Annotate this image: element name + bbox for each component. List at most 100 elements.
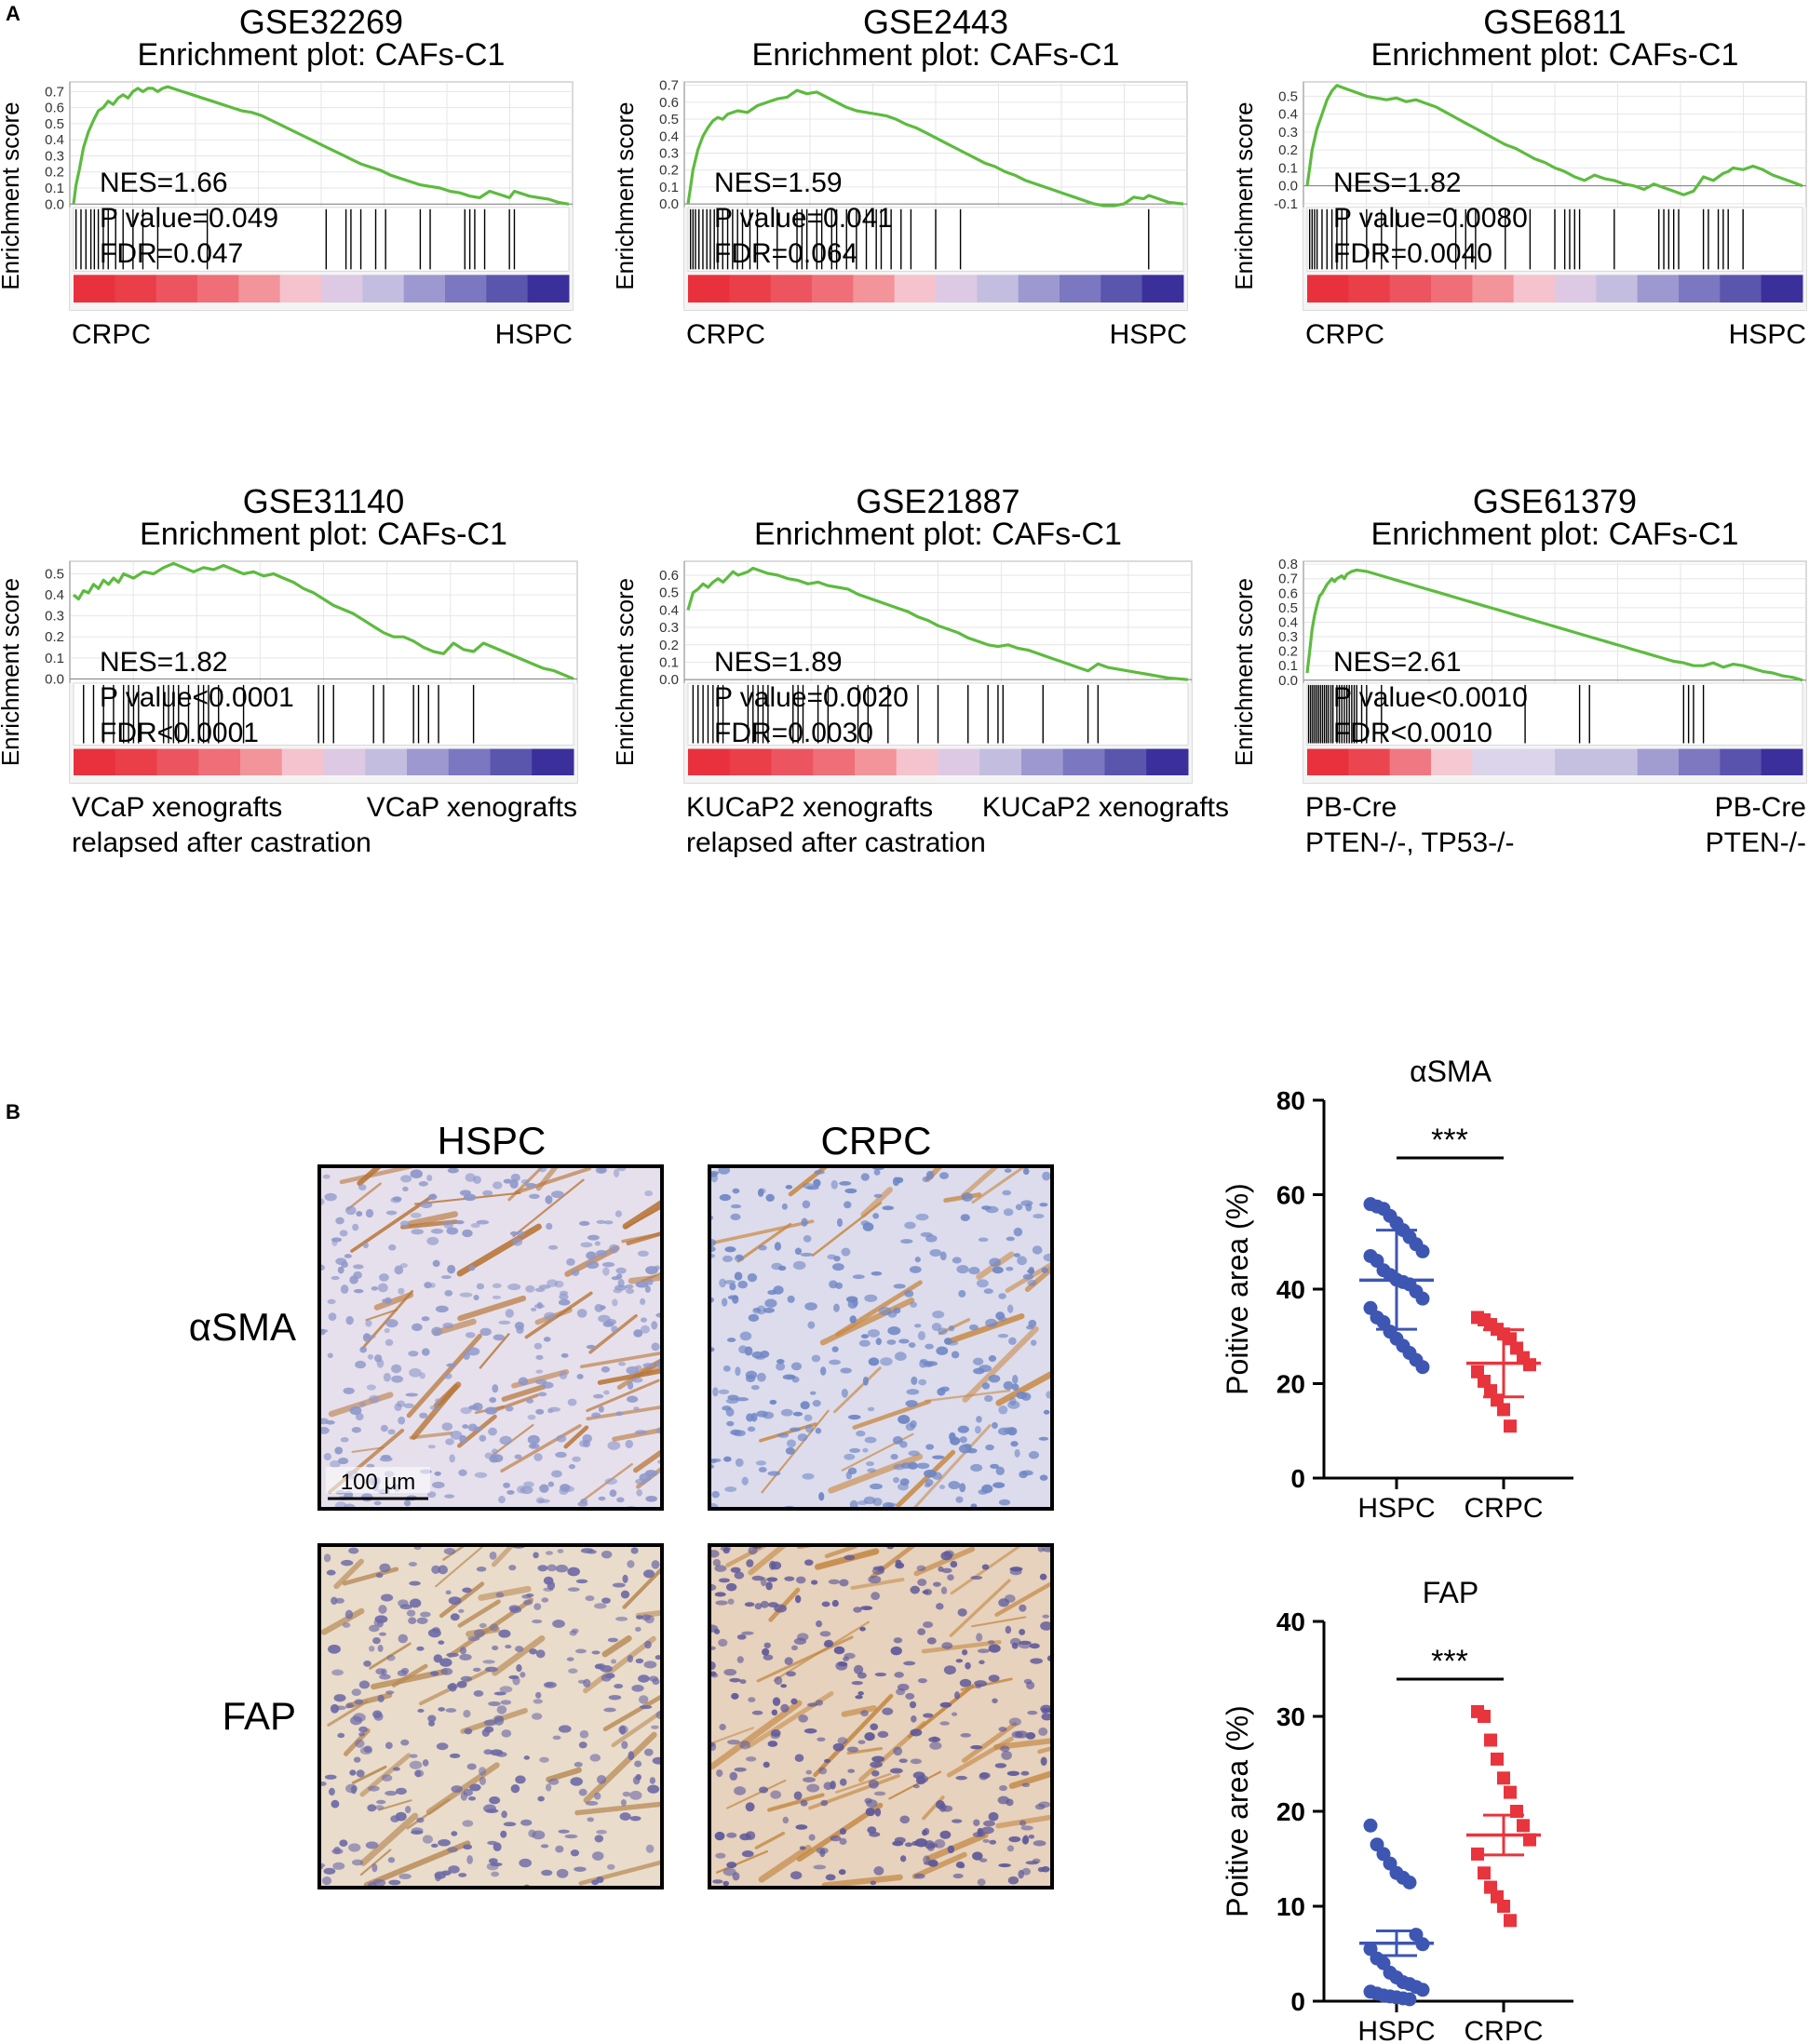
cell-nucleus <box>762 1647 770 1656</box>
y-tick-label: -0.1 <box>1274 196 1298 212</box>
cell-nucleus <box>434 1871 446 1879</box>
stromal-stain <box>635 1609 662 1619</box>
cell-nucleus <box>545 1783 552 1792</box>
dot-plot-FAP_quant: FAP 0 10 20 30 40 HSPC CRPC Poitive area (%) *** <box>1221 1576 1573 2044</box>
cell-nucleus <box>849 1315 857 1324</box>
cell-nucleus <box>975 1683 982 1689</box>
data-point <box>1415 1291 1430 1306</box>
right-group-label: HSPC <box>1729 319 1806 350</box>
stromal-stain <box>360 1290 414 1350</box>
cell-nucleus <box>1030 1658 1044 1664</box>
cell-nucleus <box>1013 1227 1023 1237</box>
cell-nucleus <box>893 1284 906 1289</box>
cell-nucleus <box>345 1205 357 1216</box>
cell-nucleus <box>712 1879 723 1884</box>
rank-colorbar-segment <box>448 748 491 775</box>
cell-nucleus <box>473 1294 479 1301</box>
cell-nucleus <box>860 1334 870 1339</box>
cell-nucleus <box>448 1682 457 1692</box>
cell-nucleus <box>386 1654 396 1661</box>
cell-nucleus <box>365 1841 379 1849</box>
cell-nucleus <box>649 1777 656 1784</box>
cell-nucleus <box>576 1309 587 1318</box>
cell-nucleus <box>803 1728 817 1734</box>
cell-nucleus <box>821 1601 830 1607</box>
cell-nucleus <box>631 1684 644 1692</box>
cell-nucleus <box>960 1732 972 1738</box>
cell-nucleus <box>939 1251 947 1261</box>
cell-nucleus <box>592 1851 604 1862</box>
cell-nucleus <box>339 1230 348 1237</box>
dot-plot-title: αSMA <box>1410 1055 1492 1088</box>
cell-nucleus <box>1021 1782 1031 1788</box>
cell-nucleus <box>805 1769 813 1775</box>
cell-nucleus <box>999 1785 1007 1792</box>
cell-nucleus <box>864 1436 877 1444</box>
cell-nucleus <box>394 1403 402 1411</box>
cell-nucleus <box>1006 1304 1014 1313</box>
cell-nucleus <box>1013 1253 1020 1257</box>
cell-nucleus <box>356 1210 363 1217</box>
cell-nucleus <box>729 1771 738 1782</box>
cell-nucleus <box>893 1637 903 1644</box>
cell-nucleus <box>486 1862 499 1871</box>
rank-colorbar-segment <box>1472 275 1515 303</box>
cell-nucleus <box>784 1657 793 1665</box>
cell-nucleus <box>601 1550 613 1559</box>
cell-nucleus <box>558 1829 570 1834</box>
hit-panel <box>1306 682 1803 746</box>
cell-nucleus <box>774 1675 783 1686</box>
stromal-stain <box>373 1292 414 1311</box>
cell-nucleus <box>747 1272 758 1283</box>
cell-nucleus <box>989 1839 997 1845</box>
cell-nucleus <box>578 1788 587 1796</box>
cell-nucleus <box>739 1679 747 1685</box>
cell-nucleus <box>979 1858 988 1862</box>
rank-colorbar-segment <box>1062 748 1105 775</box>
stromal-stain <box>357 1166 384 1187</box>
cell-nucleus <box>980 1826 994 1835</box>
stromal-stain <box>712 1219 815 1244</box>
cell-nucleus <box>908 1342 916 1348</box>
cell-nucleus <box>431 1565 441 1574</box>
cell-nucleus <box>829 1359 841 1365</box>
cell-nucleus <box>381 1454 391 1459</box>
cell-nucleus <box>923 1827 930 1836</box>
cell-nucleus <box>381 1298 392 1303</box>
cell-nucleus <box>591 1650 601 1655</box>
cell-nucleus <box>899 1441 908 1448</box>
cell-nucleus <box>765 1581 773 1591</box>
cell-nucleus <box>760 1600 769 1608</box>
cell-nucleus <box>809 1391 817 1395</box>
cell-nucleus <box>337 1266 344 1274</box>
stromal-stain <box>409 1431 453 1440</box>
cell-nucleus <box>831 1346 839 1352</box>
plot-title: GSE31140 <box>243 482 404 520</box>
cell-nucleus <box>868 1357 880 1366</box>
cell-nucleus <box>894 1351 907 1362</box>
cell-nucleus <box>367 1804 377 1812</box>
cell-nucleus <box>845 1471 853 1480</box>
cell-nucleus <box>997 1427 1010 1435</box>
rank-colorbar-segment <box>115 275 157 303</box>
stromal-stain <box>351 1446 385 1453</box>
cell-nucleus <box>727 1598 735 1605</box>
cell-nucleus <box>619 1812 631 1821</box>
cell-nucleus <box>815 1428 822 1434</box>
cell-nucleus <box>566 1657 574 1661</box>
stromal-stain <box>767 1793 825 1812</box>
right-group-label: HSPC <box>1110 319 1187 350</box>
stromal-stain <box>586 1378 660 1413</box>
stromal-stain <box>754 1831 786 1849</box>
cell-nucleus <box>992 1698 998 1704</box>
stromal-stain <box>1037 1745 1052 1755</box>
cell-nucleus <box>520 1819 533 1826</box>
cell-nucleus <box>767 1471 781 1476</box>
cell-nucleus <box>769 1399 777 1405</box>
cell-nucleus <box>368 1785 380 1792</box>
cell-nucleus <box>916 1774 929 1783</box>
cell-nucleus <box>520 1672 526 1678</box>
y-axis-label: Enrichment score <box>0 578 24 766</box>
cell-nucleus <box>547 1244 559 1250</box>
